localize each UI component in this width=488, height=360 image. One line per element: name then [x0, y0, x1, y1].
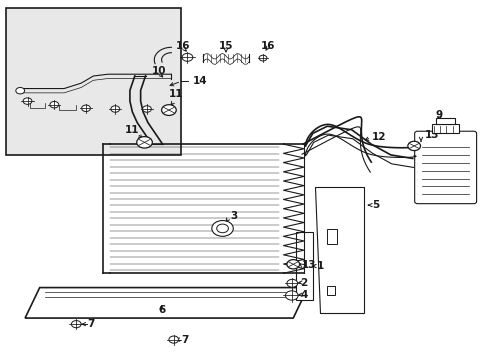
- Text: 13: 13: [301, 260, 315, 270]
- Circle shape: [216, 224, 228, 233]
- Circle shape: [16, 87, 24, 94]
- Text: 7: 7: [87, 319, 95, 329]
- Circle shape: [137, 136, 152, 148]
- Bar: [5, 8, 181, 155]
- Circle shape: [23, 98, 32, 104]
- Text: 15: 15: [218, 41, 233, 50]
- Text: 4: 4: [300, 290, 307, 300]
- Text: 14: 14: [193, 76, 207, 86]
- Circle shape: [259, 55, 266, 61]
- Circle shape: [286, 279, 297, 287]
- Text: 11: 11: [169, 89, 183, 99]
- Bar: [295, 232, 312, 300]
- Text: 9: 9: [435, 111, 442, 121]
- Text: 1: 1: [316, 261, 323, 271]
- Text: 8: 8: [439, 121, 446, 131]
- Circle shape: [168, 336, 178, 343]
- Bar: [435, 118, 454, 125]
- Circle shape: [286, 260, 299, 269]
- Circle shape: [285, 291, 298, 300]
- Text: 2: 2: [300, 278, 307, 288]
- Text: 16: 16: [260, 41, 275, 50]
- Text: 11: 11: [125, 125, 139, 135]
- Text: 7: 7: [181, 334, 188, 345]
- Bar: [327, 229, 336, 244]
- Circle shape: [50, 102, 59, 108]
- Circle shape: [71, 320, 81, 328]
- Polygon shape: [315, 187, 363, 313]
- Text: 3: 3: [229, 211, 237, 221]
- Polygon shape: [25, 288, 307, 318]
- Circle shape: [211, 221, 233, 236]
- Text: 13: 13: [424, 130, 439, 140]
- Text: 10: 10: [152, 66, 166, 76]
- Circle shape: [111, 106, 120, 112]
- Circle shape: [81, 105, 90, 112]
- Text: 6: 6: [158, 305, 165, 315]
- Circle shape: [182, 53, 192, 61]
- Circle shape: [142, 106, 151, 112]
- Bar: [431, 125, 458, 134]
- Text: 16: 16: [175, 41, 189, 50]
- Bar: [327, 286, 334, 295]
- Text: 12: 12: [371, 132, 386, 142]
- FancyBboxPatch shape: [414, 131, 476, 204]
- Text: 5: 5: [371, 200, 379, 210]
- Circle shape: [161, 105, 176, 116]
- Circle shape: [407, 141, 420, 150]
